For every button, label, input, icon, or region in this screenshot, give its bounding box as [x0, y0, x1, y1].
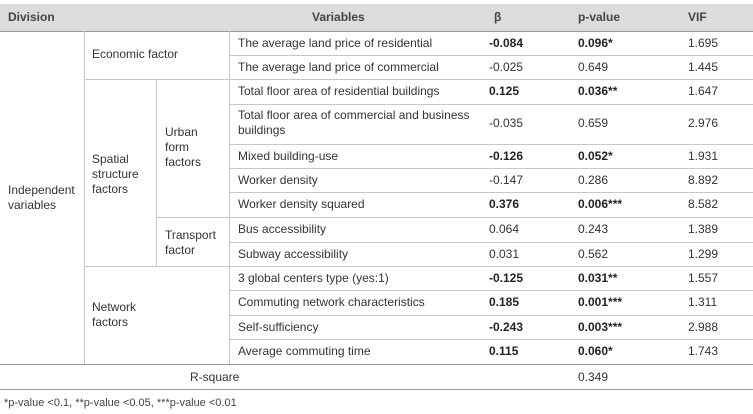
- group-transport-factor: Transport factor: [165, 228, 216, 257]
- group-urban-form-factors: Urban form factors: [165, 125, 202, 169]
- pvalue-cell: 0.659: [578, 116, 609, 130]
- beta-cell: 0.125: [489, 84, 520, 98]
- table-bottom-line: [0, 364, 753, 365]
- row-divider: [229, 339, 753, 340]
- pvalue-cell: 0.006***: [578, 197, 623, 211]
- beta-cell: -0.025: [489, 60, 524, 74]
- rsquare-value: 0.349: [578, 370, 609, 384]
- pvalue-cell: 0.096*: [578, 36, 613, 50]
- pvalue-cell: 0.243: [578, 222, 609, 236]
- variable-cell: Worker density squared: [238, 197, 365, 211]
- pvalue-cell: 0.036**: [578, 84, 618, 98]
- header-division: Division: [8, 10, 55, 24]
- row-divider: [229, 104, 753, 105]
- column-divider: [156, 79, 157, 266]
- vif-cell: 1.695: [688, 36, 719, 50]
- row-divider: [156, 217, 753, 218]
- pvalue-cell: 0.286: [578, 173, 609, 187]
- rsquare-label: R-square: [190, 370, 240, 384]
- beta-cell: 0.115: [489, 344, 519, 358]
- vif-cell: 1.931: [688, 149, 719, 163]
- row-divider: [84, 79, 753, 80]
- pvalue-cell: 0.001***: [578, 295, 623, 309]
- beta-cell: 0.064: [489, 222, 520, 236]
- group-network-factors: Network factors: [92, 300, 137, 329]
- vif-cell: 1.743: [688, 344, 719, 358]
- variable-cell: Worker density: [238, 173, 318, 187]
- rsquare-bottom-line: [0, 389, 753, 390]
- vif-cell: 2.976: [688, 116, 719, 130]
- row-divider: [229, 315, 753, 316]
- vif-cell: 2.988: [688, 320, 719, 334]
- beta-cell: 0.031: [489, 247, 520, 261]
- vif-cell: 8.582: [688, 197, 719, 211]
- header-variables: Variables: [312, 10, 365, 24]
- pvalue-cell: 0.649: [578, 60, 609, 74]
- variable-cell: Average commuting time: [238, 344, 371, 358]
- row-divider: [229, 242, 753, 243]
- variable-cell: Total floor area of residential building…: [238, 84, 440, 98]
- row-divider: [229, 168, 753, 169]
- variable-cell: Commuting network characteristics: [238, 295, 425, 309]
- pvalue-cell: 0.003***: [578, 320, 623, 334]
- vif-cell: 1.647: [688, 84, 719, 98]
- footnote: *p-value <0.1, **p-value <0.05, ***p-val…: [4, 397, 237, 409]
- beta-cell: -0.035: [489, 116, 524, 130]
- beta-cell: -0.147: [489, 173, 524, 187]
- header-bottom-line: [0, 31, 753, 32]
- header-vif: VIF: [688, 10, 707, 24]
- pvalue-cell: 0.031**: [578, 271, 618, 285]
- beta-cell: 0.376: [489, 197, 520, 211]
- vif-cell: 1.311: [688, 295, 718, 309]
- beta-cell: -0.125: [489, 271, 524, 285]
- row-divider: [84, 266, 753, 267]
- header-pvalue: p-value: [578, 10, 621, 24]
- beta-cell: 0.185: [489, 295, 520, 309]
- variable-cell: 3 global centers type (yes:1): [238, 271, 389, 285]
- header-row: [0, 4, 753, 31]
- pvalue-cell: 0.052*: [578, 149, 613, 163]
- pvalue-cell: 0.562: [578, 247, 609, 261]
- pvalue-cell: 0.060*: [578, 344, 613, 358]
- variable-cell: Self-sufficiency: [238, 320, 319, 334]
- group-independent-variables: Independent variables: [8, 183, 75, 212]
- variable-cell: Total floor area of commercial and busin…: [238, 108, 470, 137]
- row-divider: [229, 144, 753, 145]
- vif-cell: 8.892: [688, 173, 719, 187]
- variable-cell: Mixed building-use: [238, 149, 339, 163]
- group-spatial-structure-factors: Spatial structure factors: [92, 152, 139, 196]
- column-divider: [84, 31, 85, 364]
- variable-cell: Subway accessibility: [238, 247, 349, 261]
- vif-cell: 1.389: [688, 222, 719, 236]
- column-divider: [229, 31, 230, 364]
- vif-cell: 1.299: [688, 247, 719, 261]
- variable-cell: Bus accessibility: [238, 222, 327, 236]
- beta-cell: -0.126: [489, 149, 524, 163]
- vif-cell: 1.557: [688, 271, 719, 285]
- vif-cell: 1.445: [688, 60, 719, 74]
- row-divider: [229, 290, 753, 291]
- header-beta: β: [494, 10, 502, 24]
- beta-cell: -0.243: [489, 320, 524, 334]
- variable-cell: The average land price of residential: [238, 36, 433, 50]
- beta-cell: -0.084: [489, 36, 524, 50]
- group-economic-factor: Economic factor: [92, 47, 179, 61]
- row-divider: [229, 192, 753, 193]
- row-divider: [229, 55, 753, 56]
- variable-cell: The average land price of commercial: [238, 60, 439, 74]
